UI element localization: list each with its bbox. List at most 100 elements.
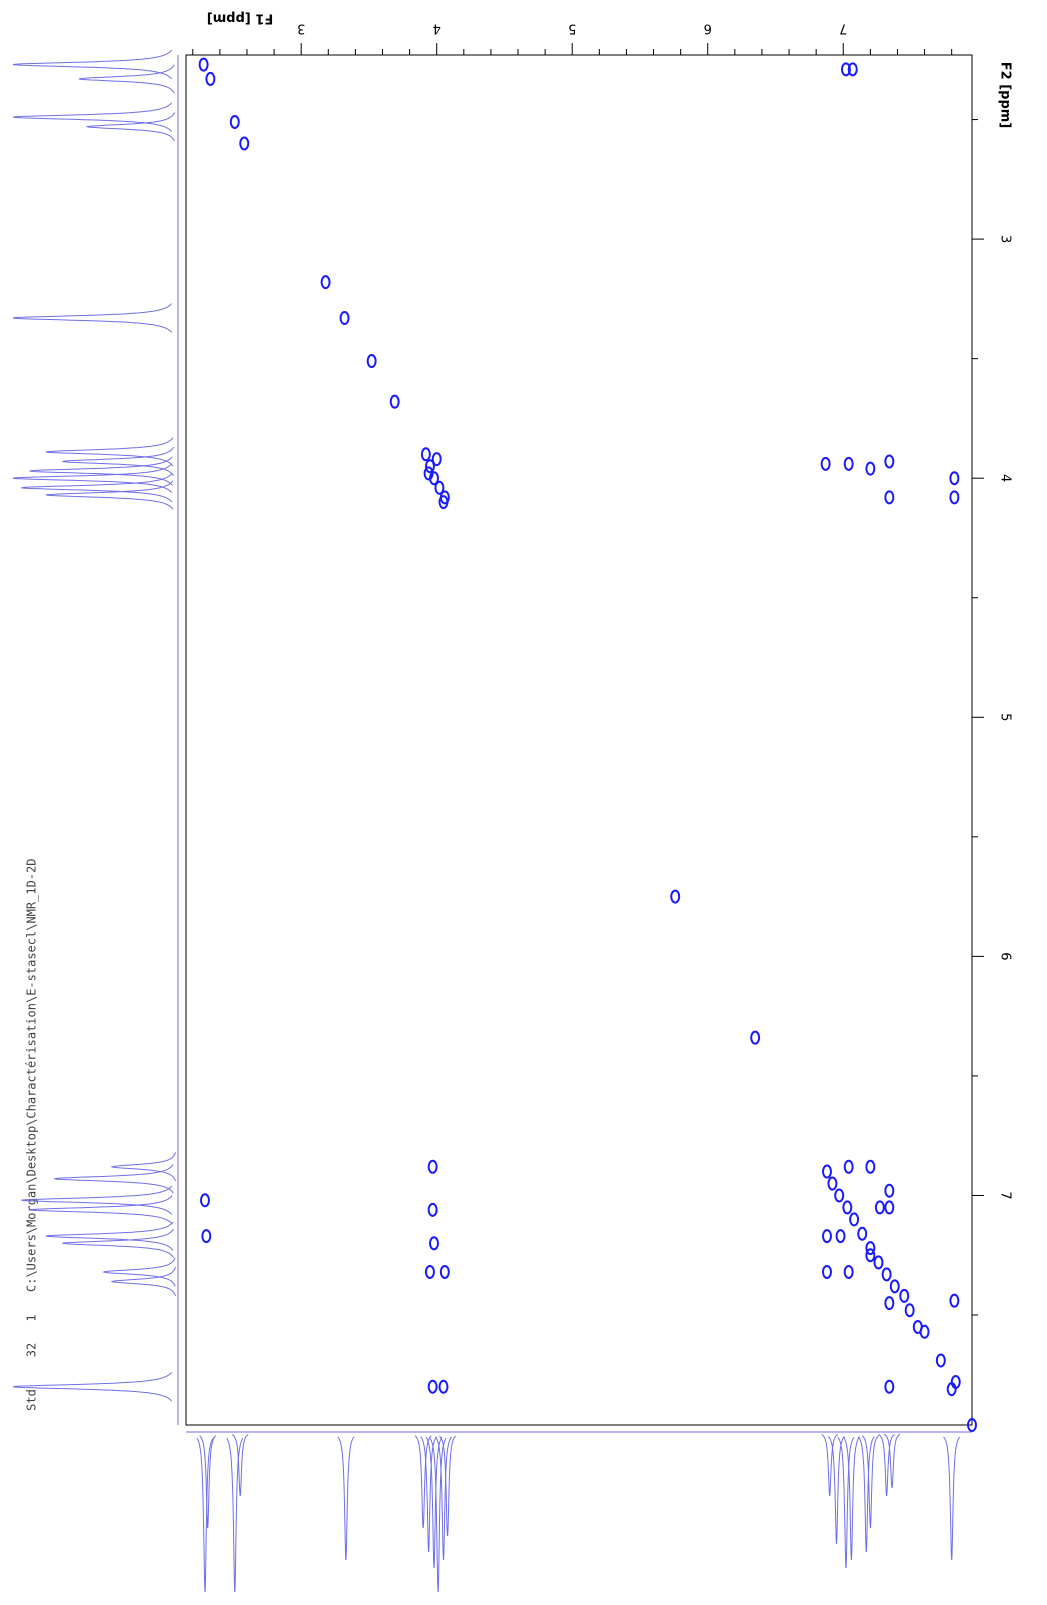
f1-projection-peak [337,1436,355,1561]
cross-peak [198,57,209,72]
f1-projection-peak [434,1436,453,1561]
f2-projection-peak [78,64,175,94]
cross-peak [842,1200,853,1215]
f2-projection-peak [12,463,173,493]
f1-projection-peak [425,1436,443,1569]
cross-peak [427,1379,438,1394]
f2-projection-peak [110,1266,176,1297]
f1-projection-peak [883,1433,901,1489]
y-tick-label: 5 [998,713,1013,721]
cross-peak [884,1379,895,1394]
cross-peak [949,1293,960,1308]
x-tick-label: 5 [568,21,576,36]
cross-peak [849,1212,860,1227]
cross-peak [840,62,851,77]
f2-projection-peak [102,1257,176,1287]
cross-peak [889,1279,900,1294]
cross-peak [865,1159,876,1174]
cross-peak [439,1264,450,1279]
f2-projection-peak [85,112,175,142]
x-tick-label: 4 [433,21,441,36]
cross-peak [935,1353,946,1368]
f2-projection-peak [29,1195,173,1225]
cross-peak [874,1200,885,1215]
header-text: C:\Users\Morgan\Desktop\Charactérisation… [25,859,39,1292]
cross-peak [424,1264,435,1279]
cross-peak [199,1193,210,1208]
f1-projection-peak [878,1434,896,1497]
y-tick-label: 6 [998,952,1013,960]
cross-peak [949,471,960,486]
cross-peak [834,1188,845,1203]
cross-peak [420,447,431,462]
f2-projection-peak [62,446,175,477]
f2-projection-peak [21,1185,173,1215]
f2-projection-peak [12,303,172,333]
cross-peak [847,62,858,77]
cross-peak [821,1164,832,1179]
cross-peak [904,1303,915,1318]
cross-peak [820,456,831,471]
cross-peak [865,461,876,476]
y-tick-label: 4 [998,474,1013,482]
cross-peak [865,1241,876,1256]
header-text: 1 [25,1314,39,1321]
f2-projection-peak [12,49,173,80]
cross-peak [827,1176,838,1191]
x-tick-label: 6 [704,21,712,36]
f1-projection-peak [420,1436,438,1553]
cross-peak [427,1159,438,1174]
cross-peak [884,1200,895,1215]
cross-peak [205,71,216,86]
cross-peak [427,1202,438,1217]
cross-peak [835,1229,846,1244]
f2-projection-peak [62,1228,174,1258]
f1-projection-peak [857,1436,875,1553]
f2-projection-peak [12,102,173,132]
x-tick-label: 3 [297,21,305,36]
cross-peak [438,1379,449,1394]
f1-projection-peak [199,1435,217,1529]
y-tick-label: 7 [998,1191,1013,1199]
cross-peak [881,1267,892,1282]
cross-peak [843,456,854,471]
header-text: 32 [25,1343,39,1357]
f1-projection-peak [842,1436,860,1561]
f2-projection-peak [54,1164,174,1194]
cross-peak [428,1236,439,1251]
cross-peak [431,452,442,467]
cross-peak [438,495,449,510]
f2-projection-peak [21,473,173,503]
cross-peak [884,490,895,505]
cross-peak [967,1418,977,1432]
y-axis-label: F2 [ppm] [998,62,1013,129]
cross-peak [884,1183,895,1198]
cross-peak [884,1296,895,1311]
f1-projection-peak [943,1436,961,1561]
cross-peak [670,889,681,904]
y-tick-label: 3 [998,235,1013,243]
cross-peak [339,311,350,326]
cross-peak [424,459,435,474]
cross-peak [884,454,895,469]
x-axis-label: F1 [ppm] [207,11,274,26]
cross-peak [821,1264,832,1279]
cross-peak [423,466,434,481]
f1-projection-peak [821,1434,839,1497]
cross-peak [320,275,331,290]
f1-projection-peak [231,1434,249,1497]
cross-peak [865,1248,876,1263]
cross-peak [434,480,445,495]
f2-projection-peak [12,1372,173,1402]
plot-frame [185,54,973,1426]
header-text: Std [25,1389,39,1411]
cross-peak [950,1374,961,1389]
cross-peak [366,354,377,369]
cross-peak [949,490,960,505]
cross-peak [873,1255,884,1270]
cross-peak [229,114,240,129]
cross-peak [389,394,400,409]
cross-peak [201,1229,212,1244]
